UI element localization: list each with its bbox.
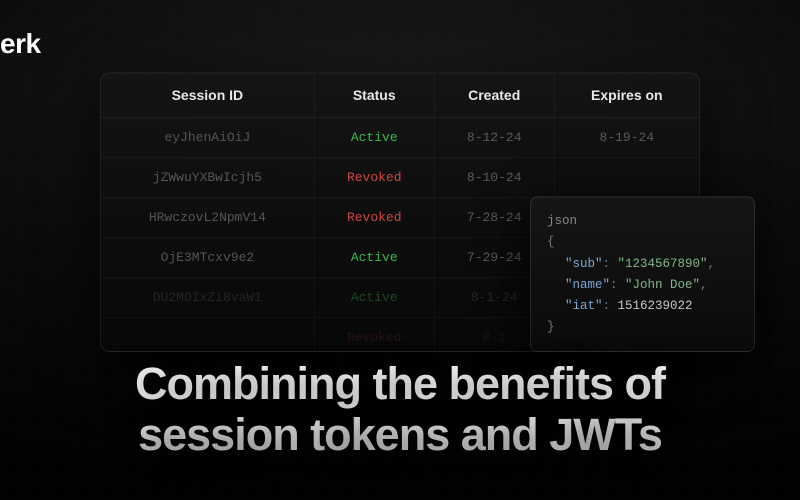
- cell-expires: 8-19-24: [554, 118, 699, 158]
- json-panel: json { "sub": "1234567890", "name": "Joh…: [530, 196, 755, 352]
- json-close-brace: }: [547, 317, 738, 338]
- json-entry: "name": "John Doe",: [565, 278, 708, 292]
- json-key: "name": [565, 278, 610, 292]
- cell-created: 8-10-24: [434, 158, 554, 198]
- cell-created: 8-12-24: [434, 118, 554, 158]
- json-key: "iat": [565, 299, 603, 313]
- json-entry: "iat": 1516239022: [565, 299, 693, 313]
- brand-logo: erk: [0, 28, 41, 60]
- cell-status: Active: [314, 118, 434, 158]
- table-row: jZWwuYXBwIcjh5 Revoked 8-10-24: [101, 158, 699, 198]
- cell-status: Revoked: [314, 198, 434, 238]
- headline: Combining the benefits of session tokens…: [0, 359, 800, 460]
- json-open-brace: {: [547, 232, 738, 253]
- headline-line1: Combining the benefits of: [135, 358, 665, 409]
- col-session-id: Session ID: [101, 73, 314, 118]
- table-row: eyJhenAiOiJ Active 8-12-24 8-19-24: [101, 118, 699, 158]
- cell-session-id: HRwczovL2NpmV14: [101, 198, 314, 238]
- cell-session-id: OjE3MTcxv9e2: [101, 238, 314, 278]
- json-key: "sub": [565, 257, 603, 271]
- cell-status: Revoked: [314, 158, 434, 198]
- json-entry: "sub": "1234567890",: [565, 257, 715, 271]
- col-status: Status: [314, 73, 434, 118]
- cell-session-id: eyJhenAiOiJ: [101, 118, 314, 158]
- cell-session-id: [101, 318, 314, 353]
- col-expires: Expires on: [554, 73, 699, 118]
- json-value: 1516239022: [618, 299, 693, 313]
- cell-status: Active: [314, 238, 434, 278]
- table-header-row: Session ID Status Created Expires on: [101, 73, 699, 118]
- json-value: "1234567890": [618, 257, 708, 271]
- headline-line2: session tokens and JWTs: [138, 409, 662, 460]
- cell-status: Active: [314, 278, 434, 318]
- cell-expires: [554, 158, 699, 198]
- json-value: "John Doe": [625, 278, 700, 292]
- cell-session-id: DU2MDIxZi8vaW1: [101, 278, 314, 318]
- json-label: json: [547, 211, 738, 232]
- cell-status: Revoked: [314, 318, 434, 353]
- col-created: Created: [434, 73, 554, 118]
- cell-session-id: jZWwuYXBwIcjh5: [101, 158, 314, 198]
